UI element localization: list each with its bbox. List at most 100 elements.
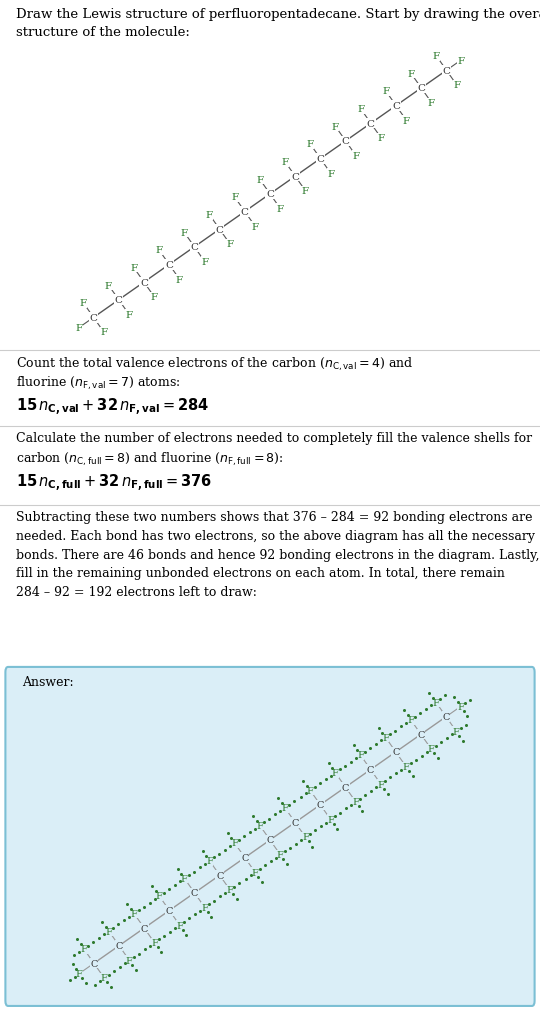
Text: $\mathbf{15}\,\mathit{n}_{\mathbf{C,full}} + \mathbf{32}\,\mathit{n}_{\mathbf{F,: $\mathbf{15}\,\mathit{n}_{\mathbf{C,full…	[16, 472, 213, 493]
Text: C: C	[90, 313, 98, 323]
Text: F: F	[352, 152, 360, 161]
Text: C: C	[166, 906, 173, 915]
Text: F: F	[206, 856, 213, 865]
Text: fill in the remaining unbonded electrons on each atom. In total, there remain: fill in the remaining unbonded electrons…	[16, 566, 505, 579]
Text: Subtracting these two numbers shows that 376 – 284 = 92 bonding electrons are: Subtracting these two numbers shows that…	[16, 511, 532, 524]
Text: F: F	[105, 927, 112, 935]
Text: F: F	[428, 745, 435, 753]
Text: F: F	[226, 886, 233, 895]
Text: F: F	[357, 751, 364, 759]
Text: F: F	[181, 874, 188, 883]
Text: C: C	[442, 713, 450, 722]
Text: F: F	[80, 944, 87, 953]
Text: F: F	[382, 733, 389, 742]
Text: F: F	[408, 70, 415, 79]
Text: C: C	[140, 924, 148, 932]
Text: F: F	[126, 955, 133, 964]
Text: needed. Each bond has two electrons, so the above diagram has all the necessary: needed. Each bond has two electrons, so …	[16, 530, 535, 542]
Text: F: F	[357, 105, 364, 114]
Text: C: C	[90, 958, 98, 968]
Text: F: F	[131, 909, 138, 918]
Text: F: F	[453, 727, 460, 736]
Text: C: C	[140, 278, 148, 287]
Text: F: F	[231, 839, 238, 847]
Text: C: C	[216, 870, 224, 880]
Text: F: F	[256, 176, 264, 184]
Text: F: F	[332, 768, 339, 777]
Text: F: F	[252, 222, 259, 232]
Text: C: C	[392, 102, 400, 111]
Text: F: F	[428, 99, 435, 108]
Text: F: F	[180, 228, 188, 238]
Text: F: F	[407, 716, 414, 725]
Text: Answer:: Answer:	[22, 675, 73, 688]
Text: C: C	[215, 225, 224, 235]
Text: Count the total valence electrons of the carbon ($n_{\mathrm{C,val}} = 4$) and: Count the total valence electrons of the…	[16, 356, 414, 373]
Text: fluorine ($n_{\mathrm{F,val}} = 7$) atoms:: fluorine ($n_{\mathrm{F,val}} = 7$) atom…	[16, 374, 181, 391]
Text: F: F	[457, 57, 464, 66]
Text: F: F	[256, 821, 263, 830]
Text: F: F	[382, 87, 389, 96]
Text: F: F	[201, 903, 208, 912]
Text: F: F	[206, 210, 213, 219]
Text: F: F	[100, 329, 107, 337]
Text: C: C	[367, 765, 374, 774]
Text: C: C	[292, 818, 299, 827]
Text: carbon ($n_{\mathrm{C,full}} = 8$) and fluorine ($n_{\mathrm{F,full}} = 8$):: carbon ($n_{\mathrm{C,full}} = 8$) and f…	[16, 450, 284, 467]
Text: F: F	[151, 938, 158, 947]
Text: F: F	[457, 703, 464, 712]
Text: C: C	[417, 730, 424, 739]
Text: F: F	[176, 921, 183, 929]
Text: F: F	[100, 974, 107, 983]
Text: C: C	[367, 119, 375, 128]
Text: F: F	[302, 833, 309, 841]
Text: C: C	[417, 84, 425, 93]
Text: C: C	[266, 836, 274, 844]
Text: C: C	[191, 243, 198, 252]
Text: C: C	[116, 941, 123, 950]
Text: F: F	[176, 275, 183, 284]
Text: C: C	[165, 261, 173, 270]
Text: structure of the molecule:: structure of the molecule:	[16, 26, 190, 39]
Text: F: F	[276, 205, 284, 213]
Text: bonds. There are 46 bonds and hence 92 bonding electrons in the diagram. Lastly,: bonds. There are 46 bonds and hence 92 b…	[16, 548, 539, 561]
Text: C: C	[316, 155, 325, 164]
Text: F: F	[130, 264, 137, 273]
Text: F: F	[352, 798, 359, 807]
Text: F: F	[433, 698, 440, 707]
Text: F: F	[307, 141, 314, 150]
Text: $\mathbf{15}\,\mathit{n}_{\mathbf{C,val}} + \mathbf{32}\,\mathit{n}_{\mathbf{F,v: $\mathbf{15}\,\mathit{n}_{\mathbf{C,val}…	[16, 396, 210, 418]
Text: F: F	[327, 170, 334, 179]
Text: F: F	[281, 158, 288, 167]
Text: F: F	[302, 187, 309, 196]
Text: F: F	[156, 892, 163, 901]
Text: F: F	[377, 134, 384, 144]
Text: F: F	[403, 116, 410, 125]
Text: F: F	[125, 310, 132, 319]
Text: F: F	[453, 81, 460, 90]
Text: F: F	[332, 122, 339, 131]
Text: F: F	[156, 246, 163, 255]
Text: C: C	[115, 296, 123, 305]
Text: F: F	[231, 193, 238, 202]
Text: F: F	[327, 815, 334, 824]
Text: F: F	[80, 299, 87, 308]
Text: F: F	[377, 779, 384, 789]
Text: C: C	[241, 853, 248, 862]
Text: Calculate the number of electrons needed to completely fill the valence shells f: Calculate the number of electrons needed…	[16, 432, 532, 445]
Text: F: F	[201, 258, 208, 267]
Text: F: F	[433, 53, 440, 61]
Text: 284 – 92 = 192 electrons left to draw:: 284 – 92 = 192 electrons left to draw:	[16, 585, 257, 599]
Text: C: C	[392, 748, 400, 756]
Text: F: F	[76, 969, 83, 978]
Text: Draw the Lewis structure of perfluoropentadecane. Start by drawing the overall: Draw the Lewis structure of perfluoropen…	[16, 8, 540, 21]
Text: F: F	[76, 324, 83, 333]
Text: F: F	[151, 293, 158, 302]
Text: F: F	[252, 867, 259, 877]
Text: F: F	[281, 804, 288, 813]
Text: F: F	[105, 281, 112, 290]
Text: F: F	[277, 850, 284, 859]
Text: C: C	[442, 67, 450, 76]
Text: F: F	[226, 240, 233, 249]
Text: C: C	[316, 801, 324, 810]
